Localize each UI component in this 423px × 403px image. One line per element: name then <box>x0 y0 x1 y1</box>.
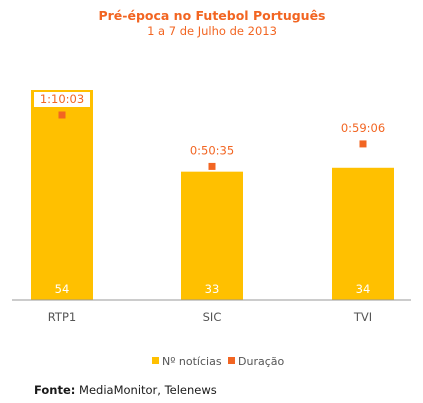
bar-value-label: 54 <box>55 282 70 296</box>
legend-label-bars: Nº notícias <box>162 355 222 368</box>
bar-rtp1 <box>31 90 93 300</box>
source-label: Fonte: <box>34 383 76 397</box>
source-note: Fonte: MediaMonitor, Telenews <box>34 383 217 397</box>
chart-subtitle: 1 a 7 de Julho de 2013 <box>147 24 277 38</box>
source-text: MediaMonitor, Telenews <box>79 383 217 397</box>
bar-value-label: 34 <box>356 282 371 296</box>
bar-tvi <box>332 167 394 300</box>
x-tick-label: SIC <box>203 310 222 324</box>
x-tick-label: RTP1 <box>48 310 76 324</box>
duration-value-label: 1:10:03 <box>40 92 84 106</box>
bar-sic <box>181 171 243 300</box>
bar-value-label: 33 <box>205 282 220 296</box>
x-tick-label: TVI <box>353 310 372 324</box>
legend-swatch-bars <box>152 357 159 364</box>
legend-label-markers: Duração <box>238 355 284 368</box>
duration-label-background <box>34 92 90 107</box>
chart-title: Pré-época no Futebol Português <box>98 8 325 23</box>
duration-value-label: 0:50:35 <box>190 143 234 157</box>
duration-marker <box>208 162 216 170</box>
legend-swatch-markers <box>228 357 235 364</box>
duration-marker <box>359 140 367 148</box>
duration-marker <box>58 111 66 119</box>
plot-area: 54 1:10:03 RTP1 33 0:50:35 SIC 34 0:59:06 TVI <box>31 90 394 324</box>
duration-value-label: 0:59:06 <box>341 121 385 135</box>
legend: Nº notícias Duração <box>152 355 284 368</box>
